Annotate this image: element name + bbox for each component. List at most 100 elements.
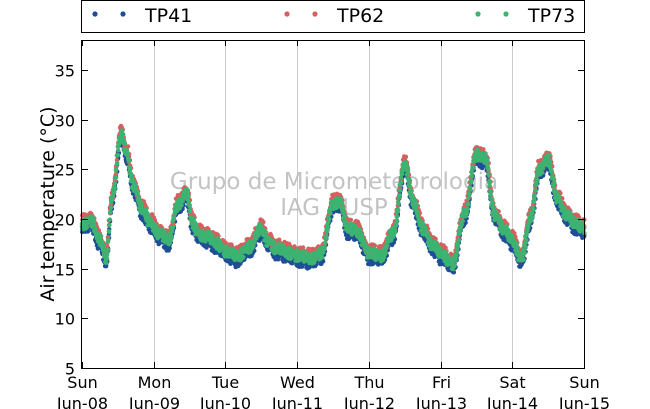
- data-point: [348, 217, 354, 223]
- data-point: [458, 227, 463, 232]
- data-point: [194, 224, 199, 230]
- data-point: [251, 243, 256, 249]
- data-point: [289, 255, 294, 261]
- data-point: [531, 207, 536, 212]
- data-point: [143, 207, 149, 212]
- data-point: [394, 214, 399, 219]
- data-point: [433, 236, 438, 242]
- x-tick-date-label: Jun-13: [415, 394, 467, 409]
- legend-marker: [284, 11, 290, 17]
- data-point: [487, 183, 492, 188]
- data-point: [466, 196, 471, 201]
- data-point: [91, 219, 97, 224]
- data-point: [126, 158, 132, 163]
- data-point: [362, 239, 367, 244]
- data-point: [397, 188, 403, 193]
- data-point: [530, 215, 535, 220]
- data-point: [105, 252, 110, 258]
- data-point: [460, 218, 465, 224]
- data-point: [100, 242, 106, 248]
- data-point: [338, 196, 343, 201]
- data-point: [139, 202, 144, 208]
- data-point: [282, 245, 287, 250]
- data-point: [104, 256, 110, 261]
- data-point: [394, 218, 400, 223]
- data-point: [342, 213, 348, 219]
- data-point: [187, 203, 192, 209]
- data-point: [98, 233, 104, 239]
- y-tick-label: 30: [55, 112, 75, 131]
- data-point: [487, 179, 492, 185]
- data-point: [115, 152, 121, 158]
- x-tick-day-label: Fri: [432, 373, 451, 392]
- data-point: [383, 250, 388, 256]
- data-point: [116, 148, 121, 153]
- data-point: [162, 229, 167, 235]
- data-point: [392, 229, 398, 234]
- data-point: [113, 171, 119, 177]
- data-point: [396, 201, 401, 206]
- data-point: [414, 202, 419, 207]
- data-point: [465, 206, 470, 212]
- data-point: [113, 185, 118, 191]
- data-point: [106, 229, 112, 234]
- y-tick-label: 5: [65, 360, 75, 379]
- data-point: [556, 194, 562, 199]
- y-tick-label: 20: [55, 211, 75, 230]
- x-tick-date-label: Jun-12: [343, 394, 395, 409]
- data-point: [469, 178, 474, 184]
- legend: TP41 TP62 TP73: [81, 0, 585, 33]
- data-point: [340, 205, 346, 211]
- y-tick-label: 10: [55, 310, 75, 329]
- data-point: [552, 181, 557, 186]
- y-tick-label: 35: [55, 62, 75, 81]
- data-point: [127, 167, 133, 173]
- data-point: [168, 238, 173, 243]
- data-point: [328, 210, 333, 215]
- x-tick-day-label: Sun: [67, 373, 97, 392]
- data-point: [405, 169, 411, 174]
- data-point: [467, 191, 472, 197]
- data-point: [524, 237, 529, 243]
- data-point: [530, 211, 535, 216]
- data-point: [169, 234, 174, 240]
- x-tick-day-label: Thu: [353, 373, 384, 392]
- data-point: [456, 237, 461, 243]
- x-tick-date-label: Jun-09: [128, 394, 180, 409]
- legend-marker: [312, 11, 318, 17]
- x-tick-day-label: Wed: [280, 373, 315, 392]
- y-axis: 5 10 15 20 25 30 35: [55, 62, 584, 379]
- data-point: [325, 224, 331, 230]
- data-point: [481, 147, 486, 152]
- data-point: [179, 203, 184, 208]
- data-point: [515, 245, 520, 250]
- legend-label-TP62: TP62: [336, 5, 384, 27]
- data-point: [469, 174, 474, 179]
- data-point: [489, 197, 494, 202]
- data-point: [415, 214, 421, 219]
- series-TP73: [79, 128, 587, 272]
- y-tick-label: 15: [55, 261, 75, 280]
- data-point: [136, 195, 142, 200]
- data-point: [90, 215, 96, 221]
- data-point: [541, 166, 546, 171]
- data-point: [397, 193, 402, 198]
- data-point: [261, 220, 266, 225]
- plot-frame: [81, 40, 585, 369]
- data-point: [453, 257, 458, 262]
- data-point: [108, 205, 114, 210]
- data-point: [112, 190, 117, 195]
- data-point: [470, 165, 475, 171]
- data-point: [398, 180, 404, 185]
- legend-marker: [503, 11, 509, 17]
- data-point: [384, 245, 389, 250]
- y-tick-label: 25: [55, 161, 75, 180]
- data-point: [191, 216, 197, 221]
- data-point: [324, 235, 329, 241]
- data-point: [343, 220, 349, 225]
- data-point: [522, 250, 527, 256]
- data-point: [256, 232, 261, 238]
- data-point: [300, 245, 306, 250]
- data-point: [234, 249, 239, 254]
